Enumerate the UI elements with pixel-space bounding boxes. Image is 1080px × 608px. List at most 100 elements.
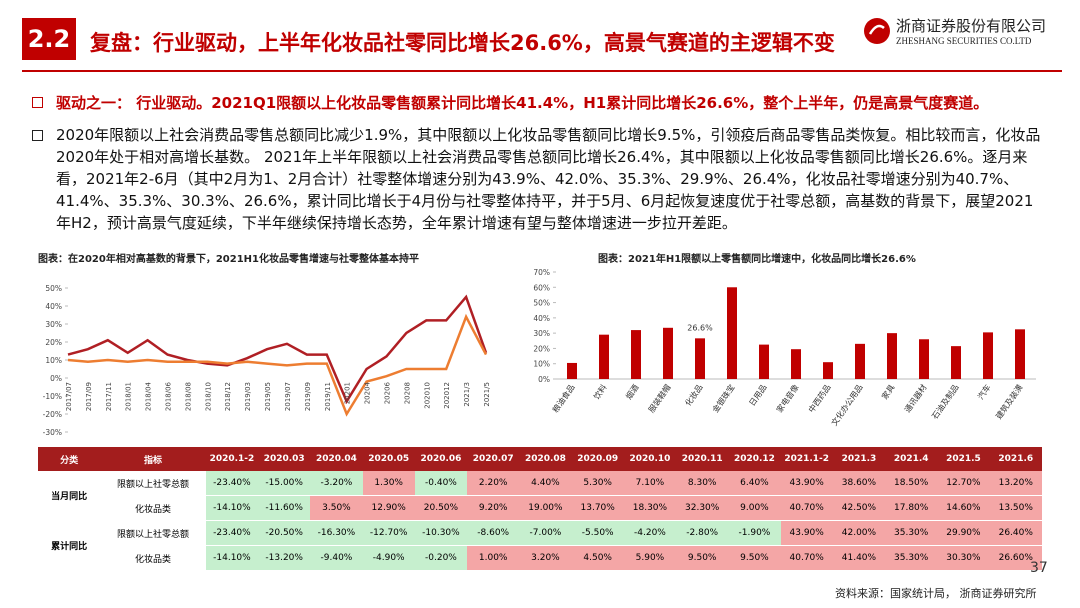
bar	[759, 344, 769, 379]
table-cell: 2.20%	[467, 471, 520, 496]
x-tick-label: 通讯器材	[902, 382, 929, 414]
table-cell: -20.50%	[258, 520, 311, 546]
logo-cn: 浙商证券股份有限公司	[896, 17, 1047, 35]
page-number: 37	[1030, 560, 1048, 576]
logo-icon	[864, 18, 890, 44]
header-cell: 2020.05	[362, 447, 415, 471]
x-tick-label: 2018/01	[125, 382, 133, 411]
table-cell: -8.60%	[467, 520, 520, 546]
x-tick-label: 中西药品	[806, 382, 833, 414]
x-tick-label: 2019/11	[324, 382, 332, 411]
table-cell: -4.90%	[362, 545, 415, 571]
data-label: 26.6%	[687, 323, 713, 332]
table-cell: 3.20%	[519, 545, 572, 571]
x-tick-label: 2017/07	[65, 382, 73, 411]
table-cell: 13.70%	[571, 495, 624, 521]
table-cell: 40.70%	[780, 495, 833, 521]
table-cell: 18.50%	[885, 471, 938, 496]
y-tick-label: 40%	[45, 302, 62, 311]
y-tick-label: 0%	[538, 375, 550, 384]
x-tick-label: 2019/07	[284, 382, 292, 411]
table-cell: -0.20%	[414, 545, 468, 571]
x-tick-label: 日用品	[748, 383, 769, 408]
table-cell: 9.50%	[728, 545, 781, 571]
table-cell: -23.40%	[205, 520, 259, 546]
bar	[567, 362, 577, 379]
x-tick-label: 20204	[364, 381, 372, 404]
bar	[599, 334, 609, 379]
table-cell: 14.60%	[937, 495, 990, 521]
section-number: 2.2	[22, 18, 76, 60]
table-cell: 26.40%	[989, 520, 1042, 546]
x-tick-label: 20201	[344, 382, 352, 404]
table-cell: -4.20%	[623, 520, 677, 546]
header-cell: 2020.06	[414, 447, 468, 471]
x-tick-label: 金银珠宝	[710, 382, 737, 414]
table-cell: -7.00%	[519, 520, 572, 546]
y-tick-label: 20%	[533, 344, 550, 353]
table-cell: 9.50%	[676, 545, 729, 571]
table-cell: 41.40%	[832, 545, 886, 571]
y-tick-label: 10%	[45, 356, 62, 365]
table-cell: -12.70%	[362, 520, 415, 546]
table-cell: -15.00%	[258, 471, 311, 496]
y-tick-label: 50%	[45, 284, 62, 293]
x-tick-label: 2017/11	[105, 382, 113, 411]
header-cell: 2020.10	[623, 447, 677, 471]
table-cell: 32.30%	[676, 495, 729, 521]
line-series	[67, 313, 488, 417]
table-cell: -5.50%	[571, 520, 624, 546]
data-table: 分类 指标 2020.1-2 2020.03 2020.04 2020.05 2020.06…	[38, 447, 1042, 571]
x-tick-label: 服装鞋帽	[646, 382, 673, 414]
x-tick-label: 20206	[383, 381, 391, 404]
charts: 图表：在2020年相对高基数的背景下，2021H1化妆品零售增速与社零整体基本持…	[38, 252, 1036, 437]
header-cell: 2021.5	[937, 447, 990, 471]
x-tick-label: 粮油食品	[550, 382, 577, 414]
table-cell: 9.20%	[467, 495, 520, 521]
logo-en: ZHESHANG SECURITIES CO.LTD	[896, 36, 1032, 46]
x-tick-label: 2018/04	[145, 381, 153, 411]
x-tick-label: 饮料	[591, 382, 608, 401]
table-cell: -2.80%	[676, 520, 729, 546]
x-tick-label: 202010	[423, 382, 431, 409]
table-cell: -1.90%	[728, 520, 781, 546]
table-cell: 13.50%	[989, 495, 1042, 521]
bar	[855, 343, 865, 379]
header-cell: 2020.04	[310, 447, 363, 471]
slide-title: 复盘：行业驱动，上半年化妆品社零同比增长26.6%，高景气赛道的主逻辑不变	[90, 31, 835, 55]
indicator: 限额以上社零总额	[100, 520, 206, 546]
x-tick-label: 2018/08	[184, 382, 192, 411]
y-tick-label: 40%	[533, 314, 550, 323]
bar	[791, 349, 801, 379]
header-cell: 指标	[100, 447, 206, 471]
y-tick-label: 0%	[50, 374, 62, 383]
header-cell: 2020.09	[571, 447, 624, 471]
header-cell: 2021.3	[832, 447, 886, 471]
table-cell: 12.90%	[362, 495, 415, 521]
table-cell: 13.20%	[989, 471, 1042, 496]
chart-title: 图表：2021年H1限额以上零售额同比增速中，化妆品同比增长26.6%	[598, 252, 916, 265]
y-tick-label: 30%	[45, 320, 62, 329]
table-cell: 20.50%	[414, 495, 468, 521]
header-cell: 2020.12	[728, 447, 781, 471]
x-tick-label: 2018/12	[224, 382, 232, 411]
indicator: 化妆品类	[100, 495, 206, 521]
bar	[823, 362, 833, 379]
table-cell: 38.60%	[832, 471, 886, 496]
x-tick-label: 家具	[879, 382, 896, 401]
table-cell: 35.30%	[885, 545, 938, 571]
header-cell: 2021.4	[885, 447, 938, 471]
table-cell: -16.30%	[310, 520, 363, 546]
table-cell: -13.20%	[258, 545, 311, 571]
table-cell: 17.80%	[885, 495, 938, 521]
header-cell: 2020.08	[519, 447, 572, 471]
table-cell: 5.30%	[571, 471, 624, 496]
bar	[1015, 329, 1025, 379]
table-cell: 19.00%	[519, 495, 572, 521]
y-tick-label: 70%	[533, 268, 550, 277]
bar	[663, 327, 673, 379]
bullet-2: 2020年限额以上社会消费品零售总额同比减少1.9%，其中限额以上化妆品零售额同…	[56, 126, 1041, 232]
table-cell: 8.30%	[676, 471, 729, 496]
header-cell: 2021.6	[989, 447, 1042, 471]
